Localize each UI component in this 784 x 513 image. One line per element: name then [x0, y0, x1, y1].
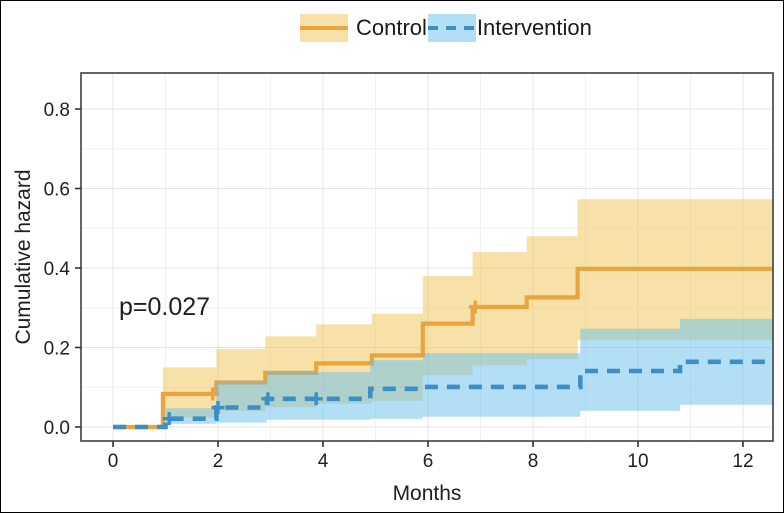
y-tick-label: 0.2	[44, 339, 70, 360]
x-tick-label: 8	[528, 451, 539, 472]
x-tick-label: 6	[423, 451, 434, 472]
x-tick-label: 4	[318, 451, 329, 472]
y-tick-label: 0.0	[44, 418, 70, 439]
intervention-censor-mark	[261, 392, 275, 406]
x-tick-label: 2	[213, 451, 224, 472]
y-tick-label: 0.8	[44, 100, 70, 121]
panel-border	[80, 72, 774, 442]
y-tick-label: 0.4	[44, 259, 71, 280]
x-tick-label: 0	[108, 451, 119, 472]
control-censor-mark	[468, 300, 482, 314]
legend-swatch-intervention	[427, 13, 476, 42]
control-solid-line-icon	[300, 25, 348, 30]
intervention-censor-mark	[211, 401, 225, 415]
intervention-censor-mark	[162, 412, 176, 426]
p-value-annotation: p=0.027	[119, 293, 210, 321]
x-axis-title: Months	[393, 482, 462, 505]
legend-label-control: Control	[356, 14, 427, 40]
legend: Control Intervention	[300, 13, 592, 42]
x-tick-label: 10	[627, 451, 648, 472]
y-axis-title: Cumulative hazard	[12, 169, 35, 344]
series-layer	[113, 199, 773, 430]
intervention-dashed-line-icon	[427, 25, 476, 30]
intervention-curve	[113, 359, 773, 430]
axis-ticks: 0 2 4 6 8 10 12 0.0 0.2 0.4 0.6 0.8	[44, 100, 754, 472]
x-tick-label: 12	[732, 451, 753, 472]
y-tick-label: 0.6	[44, 180, 70, 201]
legend-label-intervention: Intervention	[476, 14, 592, 40]
intervention-censor-mark	[309, 392, 323, 406]
legend-swatch-control	[300, 13, 348, 42]
